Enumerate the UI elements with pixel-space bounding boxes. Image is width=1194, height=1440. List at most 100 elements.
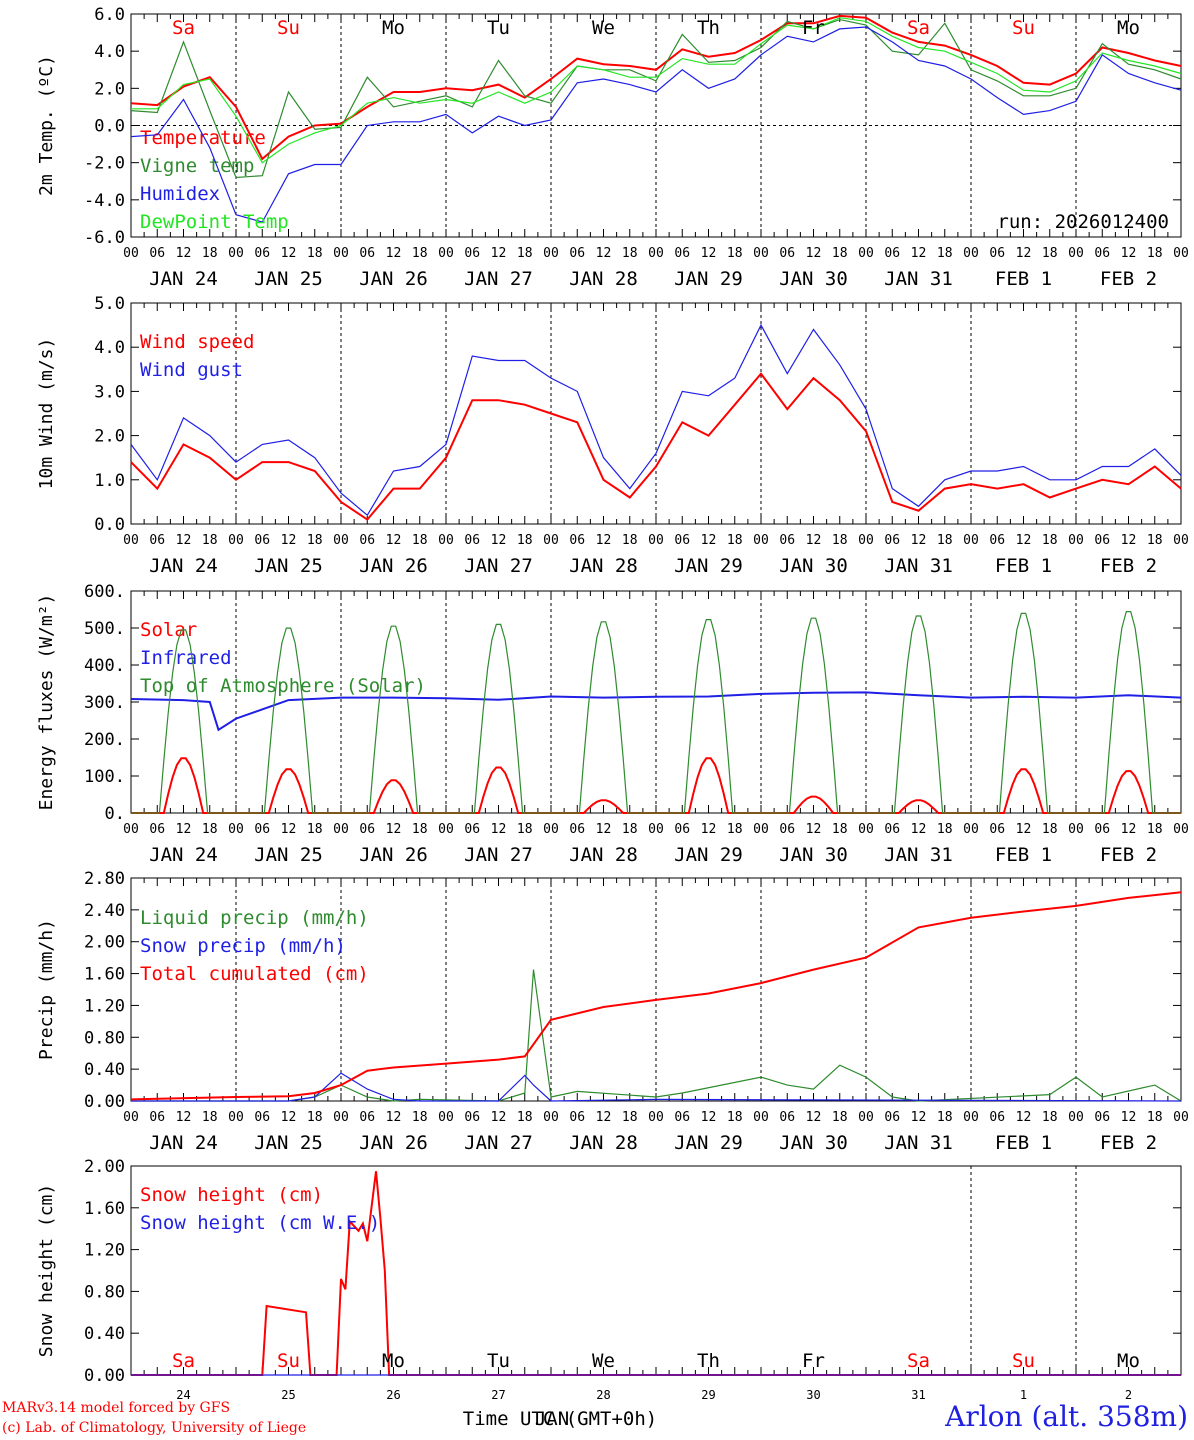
panel-energy-date-label: FEB 1 [995,844,1052,866]
panel-precip-hour-label: 00 [1173,1110,1189,1125]
panel-precip-date-label: JAN 26 [359,1132,428,1154]
panel-energy-hour-label: 06 [674,822,690,837]
panel-snow-weekday: Th [697,1350,720,1372]
panel-wind-hour-label: 00 [963,533,979,548]
panel-temp-legend-2: Humidex [140,183,220,205]
panel-temp-hour-label: 06 [779,246,795,261]
day-number: 30 [806,1388,820,1402]
panel-temp-hour-label: 06 [674,246,690,261]
panel-precip-hour-label: 18 [307,1110,323,1125]
panel-wind-hour-label: 18 [412,533,428,548]
panel-energy-hour-label: 18 [307,822,323,837]
panel-wind-hour-label: 00 [438,533,454,548]
panel-temp-ytick-label: 4.0 [94,42,125,62]
panel-wind-hour-label: 18 [307,533,323,548]
panel-wind-ytick-label: 2.0 [94,427,125,447]
panel-precip-hour-label: 00 [963,1110,979,1125]
panel-energy-hour-label: 00 [123,822,139,837]
panel-wind-hour-label: 12 [806,533,822,548]
panel-temp-hour-label: 18 [1042,246,1058,261]
panel-wind-date-label: JAN 31 [884,555,953,577]
panel-wind-hour-label: 18 [727,533,743,548]
panel-temp-hour-label: 12 [701,246,717,261]
panel-precip-series-0 [131,969,1182,1102]
panel-temp-hour-label: 00 [1068,246,1084,261]
panel-energy-ytick-label: 400. [84,656,125,676]
panel-wind-hour-label: 18 [1147,533,1163,548]
panel-snow-weekday: Sa [172,1350,195,1372]
panel-precip-date-label: JAN 29 [674,1132,743,1154]
panel-precip-hour-label: 06 [674,1110,690,1125]
panel-temp-series-3 [131,17,1182,164]
panel-snow-ylabel: Snow height (cm) [36,1184,57,1357]
panel-energy-hour-label: 00 [858,822,874,837]
panel-temp-hour-label: 06 [569,246,585,261]
panel-temp-weekday: Sa [172,17,195,39]
panel-energy-hour-label: 12 [596,822,612,837]
panel-snow-ytick-label: 1.60 [84,1199,125,1219]
panel-wind-date-label: JAN 27 [464,555,533,577]
panel-temp-hour-label: 12 [491,246,507,261]
panel-snow-ytick-label: 2.00 [84,1157,125,1177]
panel-temp-weekday: Fr [802,17,825,39]
panel-temp-date-label: JAN 29 [674,268,743,290]
panel-temp-legend-1: Vigne temp [140,155,254,177]
panel-energy-date-label: JAN 26 [359,844,428,866]
panel-temp-hour-label: 00 [858,246,874,261]
panel-energy-hour-label: 06 [149,822,165,837]
panel-wind-hour-label: 18 [937,533,953,548]
panel-energy-hour-label: 00 [438,822,454,837]
station-label: Arlon (alt. 358m) [945,1400,1188,1433]
panel-precip-hour-label: 12 [176,1110,192,1125]
panel-wind-ytick-label: 0.0 [94,515,125,535]
panel-temp-ylabel: 2m Temp. (ºC) [36,55,57,196]
panel-wind-hour-label: 18 [202,533,218,548]
panel-precip-date-label: JAN 27 [464,1132,533,1154]
panel-wind-hour-label: 18 [832,533,848,548]
panel-energy-hour-label: 06 [464,822,480,837]
panel-temp-date-label: JAN 27 [464,268,533,290]
panel-temp-weekday: Mo [1117,17,1140,39]
panel-energy-hour-label: 18 [1042,822,1058,837]
panel-temp-hour-label: 06 [884,246,900,261]
panel-precip-hour-label: 18 [202,1110,218,1125]
panel-precip-hour-label: 06 [884,1110,900,1125]
panel-precip-hour-label: 12 [596,1110,612,1125]
panel-temp-hour-label: 06 [149,246,165,261]
panel-temp-hour-label: 00 [963,246,979,261]
panel-precip-hour-label: 12 [491,1110,507,1125]
panel-energy-hour-label: 00 [543,822,559,837]
panel-energy-ytick-label: 500. [84,619,125,639]
panel-precip-hour-label: 06 [359,1110,375,1125]
panel-wind-date-label: JAN 30 [779,555,848,577]
panel-temp-hour-label: 12 [911,246,927,261]
panel-energy-hour-label: 12 [1121,822,1137,837]
panel-precip-hour-label: 06 [779,1110,795,1125]
panel-precip-hour-label: 00 [753,1110,769,1125]
panel-temp-weekday: Sa [907,17,930,39]
panel-temp-ytick-label: 0.0 [94,117,125,137]
panel-energy-ytick-label: 600. [84,582,125,602]
panel-energy-hour-label: 18 [727,822,743,837]
panel-temp-hour-label: 12 [596,246,612,261]
panel-wind-hour-label: 12 [491,533,507,548]
panel-precip-ytick-label: 0.00 [84,1092,125,1112]
panel-wind-date-label: JAN 29 [674,555,743,577]
panel-wind-hour-label: 06 [674,533,690,548]
panel-precip-legend-0: Liquid precip (mm/h) [140,907,369,929]
panel-energy-hour-label: 12 [281,822,297,837]
panel-precip-series-2 [130,891,1182,1101]
panel-precip-ytick-label: 2.40 [84,901,125,921]
panel-wind-hour-label: 18 [517,533,533,548]
panel-snow-series-0 [131,1171,1181,1376]
panel-temp-hour-label: 18 [412,246,428,261]
panel-snow-ytick-label: 0.80 [84,1282,125,1302]
panel-energy-hour-label: 06 [1094,822,1110,837]
panel-temp-date-label: JAN 31 [884,268,953,290]
panel-precip-hour-label: 06 [989,1110,1005,1125]
day-number: 31 [911,1388,925,1402]
panel-temp-series-1 [130,18,1182,179]
panel-energy-hour-label: 18 [937,822,953,837]
panel-temp-hour-label: 00 [333,246,349,261]
